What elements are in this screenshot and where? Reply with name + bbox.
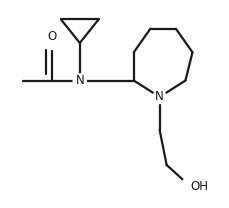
Text: O: O xyxy=(47,30,56,43)
Text: N: N xyxy=(155,90,163,103)
Text: OH: OH xyxy=(189,180,207,193)
Circle shape xyxy=(152,90,166,104)
Circle shape xyxy=(73,74,86,87)
Circle shape xyxy=(45,36,58,50)
Circle shape xyxy=(180,177,198,195)
Text: N: N xyxy=(75,74,84,87)
